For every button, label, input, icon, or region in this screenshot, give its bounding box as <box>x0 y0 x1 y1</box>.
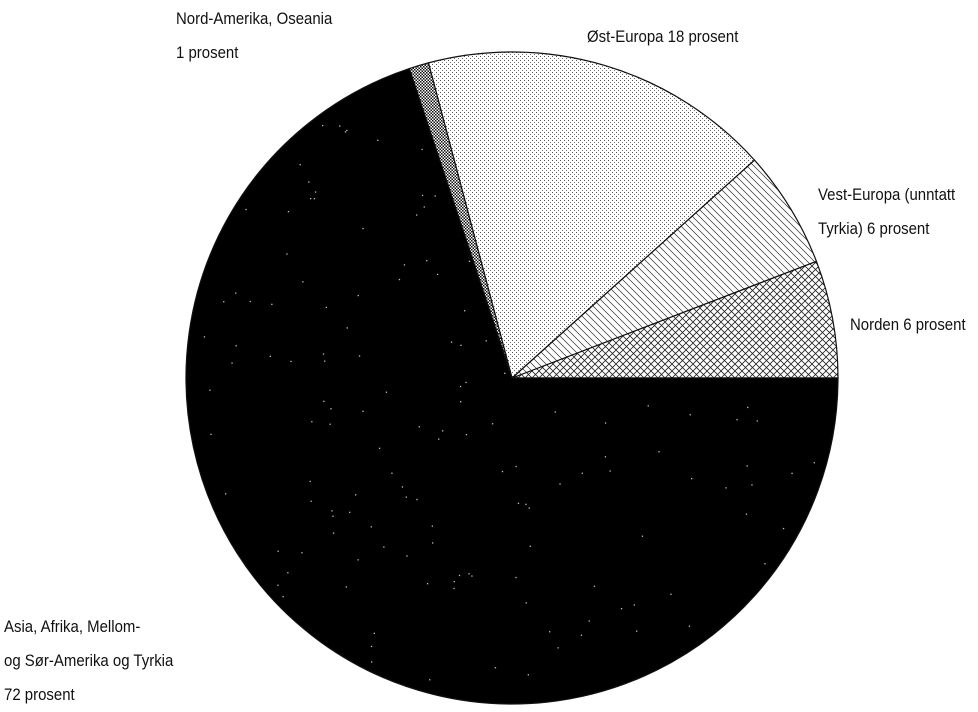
slice-label-asia-line-2: og Sør-Amerika og Tyrkia <box>4 651 174 670</box>
slice-label-asia-line-1: Asia, Afrika, Mellom- <box>4 617 141 636</box>
pie-slice-asia <box>185 67 839 705</box>
slice-label-asia-line-3: 72 prosent <box>4 685 75 704</box>
slice-label-norden: Norden 6 prosent <box>850 308 966 342</box>
slice-label-ost-europa: Øst-Europa 18 prosent <box>587 20 738 54</box>
slice-label-vest-europa-line-1: Vest-Europa (unntatt <box>818 185 956 204</box>
slice-label-vest-europa: Vest-Europa (unntatt Tyrkia) 6 prosent <box>818 178 955 246</box>
slice-label-nord-amerika-line-1: Nord-Amerika, Oseania <box>176 9 333 28</box>
slice-label-nord-amerika-line-2: 1 prosent <box>176 43 239 62</box>
pie-slice-ost-europa <box>427 51 756 380</box>
black-slice-speckles <box>203 112 815 681</box>
slice-label-nord-amerika: Nord-Amerika, Oseania 1 prosent <box>176 2 332 70</box>
pie-slices <box>185 51 839 705</box>
slice-label-ost-europa-line-1: Øst-Europa 18 prosent <box>587 27 739 46</box>
slice-label-vest-europa-line-2: Tyrkia) 6 prosent <box>818 219 930 238</box>
slice-label-norden-line-1: Norden 6 prosent <box>850 315 966 334</box>
slice-label-asia: Asia, Afrika, Mellom- og Sør-Amerika og … <box>4 610 173 712</box>
